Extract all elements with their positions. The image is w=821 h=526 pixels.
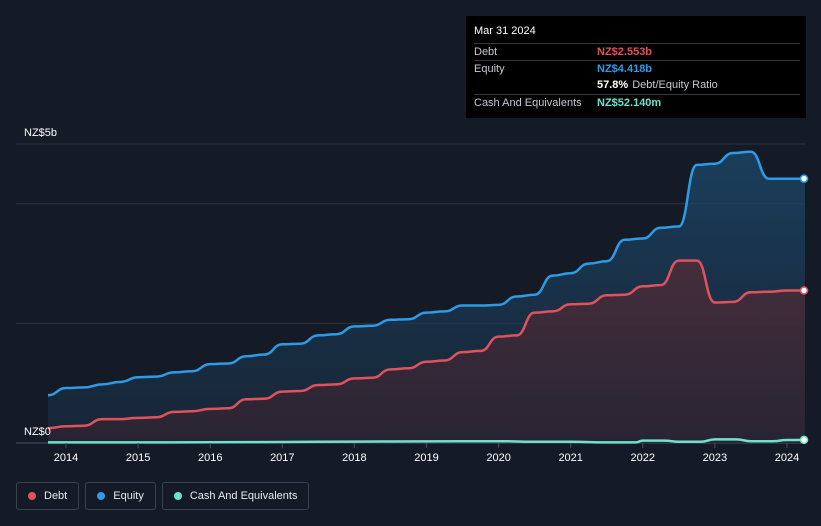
legend-debt-label: Debt — [44, 490, 68, 502]
x-axis: 2014 2015 2016 2017 2018 2019 2020 2021 2022 2023… — [54, 443, 799, 464]
tooltip-row-debt: Debt NZ$2.553b — [474, 43, 800, 60]
series-areas — [48, 151, 805, 444]
tooltip-row-ratio: 57.8% Debt/Equity Ratio — [474, 77, 800, 94]
tooltip-ratio-note: Debt/Equity Ratio — [632, 79, 718, 91]
legend-equity-dot-icon — [97, 492, 106, 500]
debt-end-marker — [799, 286, 809, 295]
tooltip-ratio-label — [474, 77, 597, 94]
tooltip-debt-label: Debt — [474, 46, 498, 58]
tooltip-cash-value: NZ$52.140m — [597, 97, 662, 109]
x-tick-label: 2020 — [486, 452, 510, 464]
equity-end-marker — [799, 174, 809, 183]
x-tick-label: 2023 — [703, 452, 727, 464]
equity-line — [47, 150, 805, 397]
y-tick-label: NZ$5b — [24, 127, 57, 139]
legend-cash-label: Cash And Equivalents — [189, 490, 298, 502]
legend-cash-dot-icon — [173, 492, 182, 500]
tooltip-equity-label: Equity — [474, 63, 505, 75]
chart-legend: Debt Equity Cash And Equivalents — [16, 482, 315, 510]
end-markers — [799, 174, 809, 445]
legend-item-cash[interactable]: Cash And Equivalents — [161, 482, 310, 510]
x-tick-label: 2016 — [198, 452, 222, 464]
x-tick-label: 2024 — [775, 452, 799, 464]
x-tick-label: 2014 — [54, 452, 78, 464]
tooltip-ratio-value: 57.8% — [597, 79, 629, 91]
y-axis: NZ$5b NZ$0 — [24, 127, 57, 438]
x-tick-label: 2021 — [558, 452, 582, 464]
debt-line — [47, 259, 805, 430]
tooltip-panel: Mar 31 2024 Debt NZ$2.553b Equity NZ$4.4… — [466, 16, 806, 118]
tooltip-date: Mar 31 2024 — [474, 25, 536, 37]
series-lines — [47, 150, 806, 444]
legend-item-debt[interactable]: Debt — [16, 482, 80, 510]
legend-equity-label: Equity — [113, 490, 144, 502]
tooltip-row-cash: Cash And Equivalents NZ$52.140m — [474, 94, 800, 111]
x-tick-label: 2017 — [270, 452, 294, 464]
x-tick-label: 2015 — [126, 452, 150, 464]
x-tick-label: 2022 — [631, 452, 655, 464]
cash-and-equivalents-end-marker — [799, 435, 809, 445]
legend-item-equity[interactable]: Equity — [85, 482, 156, 510]
y-tick-label: NZ$0 — [24, 426, 51, 438]
debt-area — [48, 260, 805, 443]
tooltip-debt-value: NZ$2.553b — [597, 46, 653, 58]
legend-debt-dot-icon — [28, 492, 36, 500]
tooltip-equity-value: NZ$4.418b — [597, 63, 653, 75]
x-tick-label: 2018 — [342, 452, 366, 464]
cash-and-equivalents-line — [48, 438, 806, 444]
x-tick-label: 2019 — [414, 452, 438, 464]
tooltip-cash-label: Cash And Equivalents — [474, 97, 582, 109]
tooltip-row-equity: Equity NZ$4.418b — [474, 60, 800, 77]
